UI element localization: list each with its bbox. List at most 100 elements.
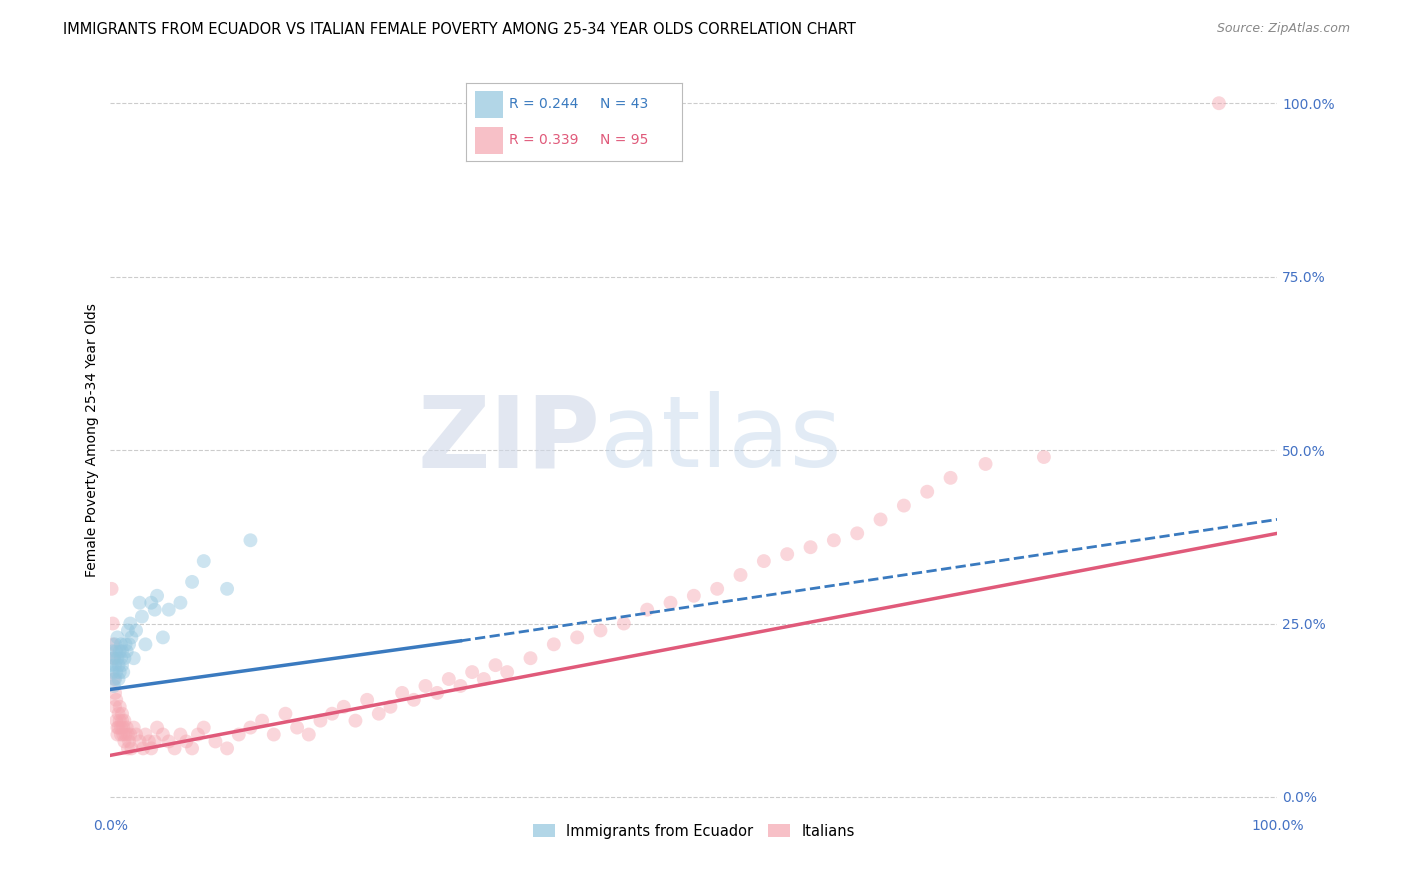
Point — [105, 644, 128, 658]
Point — [103, 651, 125, 665]
Text: atlas: atlas — [600, 392, 842, 488]
Point — [141, 596, 163, 610]
Point — [730, 568, 752, 582]
Point — [105, 665, 128, 679]
Point — [543, 637, 565, 651]
Point — [107, 721, 129, 735]
Point — [437, 672, 460, 686]
Point — [141, 741, 163, 756]
Point — [108, 665, 131, 679]
Point — [415, 679, 437, 693]
Point — [659, 596, 682, 610]
Point — [108, 644, 131, 658]
Point — [112, 727, 135, 741]
Point — [496, 665, 519, 679]
Point — [108, 699, 131, 714]
Point — [104, 658, 127, 673]
Point — [103, 651, 125, 665]
Point — [104, 699, 127, 714]
Point — [111, 658, 134, 673]
Point — [356, 693, 378, 707]
Point — [117, 741, 139, 756]
Point — [239, 721, 262, 735]
Point — [134, 637, 156, 651]
Point — [869, 512, 891, 526]
Point — [263, 727, 285, 741]
Point — [112, 714, 135, 728]
Point — [613, 616, 636, 631]
Point — [120, 616, 142, 631]
Point — [128, 734, 150, 748]
Point — [104, 672, 127, 686]
Point — [321, 706, 343, 721]
Point — [143, 602, 166, 616]
Point — [101, 637, 124, 651]
Point — [915, 484, 938, 499]
Point — [298, 727, 321, 741]
Point — [100, 582, 122, 596]
Point — [143, 734, 166, 748]
Point — [309, 714, 332, 728]
Point — [893, 499, 915, 513]
Point — [228, 727, 250, 741]
Point — [110, 637, 132, 651]
Point — [799, 540, 821, 554]
Point — [101, 616, 124, 631]
Point — [939, 471, 962, 485]
Point — [115, 644, 138, 658]
Point — [846, 526, 869, 541]
Point — [111, 714, 134, 728]
Point — [107, 706, 129, 721]
Point — [101, 644, 124, 658]
Point — [565, 631, 588, 645]
Point — [706, 582, 728, 596]
Point — [974, 457, 997, 471]
Point — [104, 637, 127, 651]
Y-axis label: Female Poverty Among 25-34 Year Olds: Female Poverty Among 25-34 Year Olds — [86, 302, 100, 576]
Point — [122, 721, 145, 735]
Text: ZIP: ZIP — [418, 392, 600, 488]
Point — [193, 721, 215, 735]
Point — [174, 734, 197, 748]
Point — [152, 631, 174, 645]
Point — [112, 665, 135, 679]
Point — [157, 734, 180, 748]
Point — [152, 727, 174, 741]
Point — [169, 596, 191, 610]
Point — [484, 658, 506, 673]
Text: Source: ZipAtlas.com: Source: ZipAtlas.com — [1216, 22, 1350, 36]
Point — [112, 651, 135, 665]
Point — [146, 721, 169, 735]
Point — [120, 727, 142, 741]
Point — [117, 727, 139, 741]
Point — [100, 658, 122, 673]
Point — [402, 693, 425, 707]
Point — [128, 596, 150, 610]
Point — [391, 686, 413, 700]
Point — [110, 651, 132, 665]
Point — [107, 721, 129, 735]
Point — [472, 672, 495, 686]
Point — [111, 644, 134, 658]
Point — [519, 651, 541, 665]
Point — [107, 727, 129, 741]
Point — [108, 714, 131, 728]
Point — [239, 533, 262, 548]
Point — [187, 727, 209, 741]
Point — [193, 554, 215, 568]
Point — [112, 734, 135, 748]
Point — [636, 602, 658, 616]
Point — [132, 741, 155, 756]
Point — [1032, 450, 1054, 464]
Point — [204, 734, 226, 748]
Point — [103, 679, 125, 693]
Point — [118, 734, 141, 748]
Point — [115, 721, 138, 735]
Point — [461, 665, 484, 679]
Point — [107, 672, 129, 686]
Point — [110, 727, 132, 741]
Point — [250, 714, 273, 728]
Point — [169, 727, 191, 741]
Point — [776, 547, 799, 561]
Point — [131, 609, 153, 624]
